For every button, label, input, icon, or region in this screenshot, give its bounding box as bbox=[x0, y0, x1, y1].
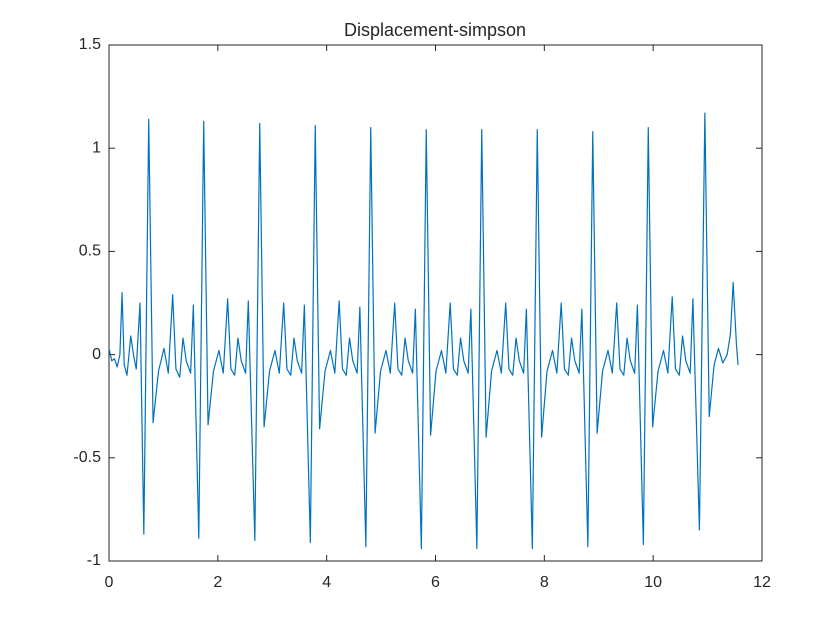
y-tick-label: 0.5 bbox=[79, 243, 101, 260]
x-tick-label: 0 bbox=[105, 574, 114, 591]
x-tick-label: 10 bbox=[644, 574, 662, 591]
y-tick-label: -1 bbox=[87, 552, 101, 569]
x-tick-label: 4 bbox=[322, 574, 331, 591]
data-line bbox=[108, 112, 739, 550]
y-tick-label: 1.5 bbox=[79, 36, 101, 53]
x-tick-label: 8 bbox=[540, 574, 549, 591]
y-tick-label: -0.5 bbox=[73, 449, 101, 466]
plot-area bbox=[108, 44, 763, 562]
y-tick-label: 0 bbox=[92, 346, 101, 363]
x-tick-label: 2 bbox=[213, 574, 222, 591]
x-tick-label: 6 bbox=[431, 574, 440, 591]
chart-title: Displacement-simpson bbox=[344, 20, 526, 40]
y-tick-label: 1 bbox=[92, 139, 101, 156]
x-tick-label: 12 bbox=[753, 574, 771, 591]
